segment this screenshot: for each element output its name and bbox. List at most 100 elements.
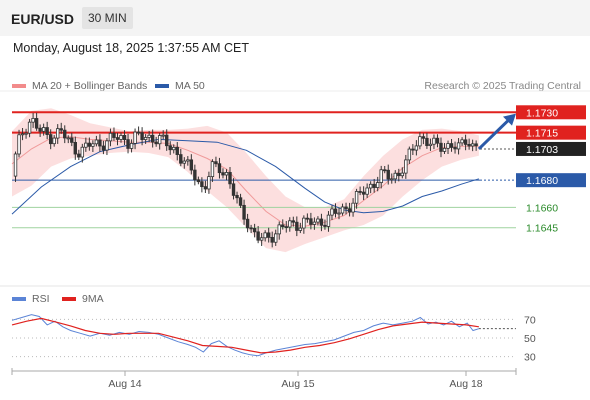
legend-ma20: MA 20 + Bollinger Bands	[12, 80, 147, 92]
x-tick-label: Aug 15	[281, 378, 314, 390]
rsi-9ma-line	[11, 317, 479, 354]
forecast-arrow	[477, 117, 512, 151]
candle	[288, 220, 292, 228]
candle	[397, 172, 401, 177]
candle	[460, 139, 464, 144]
candle	[421, 136, 426, 139]
candle	[182, 160, 186, 164]
candle	[281, 224, 285, 228]
candle	[41, 127, 46, 132]
candle	[231, 183, 236, 196]
candle	[386, 169, 390, 180]
candle	[165, 134, 169, 147]
candle	[20, 133, 25, 136]
candle	[161, 134, 165, 137]
candle	[372, 183, 376, 188]
candle	[390, 178, 394, 181]
candle	[210, 161, 215, 178]
ma50-line	[11, 138, 480, 215]
candle	[172, 146, 176, 151]
rsi-tick-50: 50	[524, 333, 536, 345]
candle	[383, 169, 387, 172]
legend-9ma-label: 9MA	[82, 293, 104, 305]
level-label-1.1730: 1.1730	[526, 107, 558, 119]
candle	[432, 137, 436, 145]
candle	[337, 212, 341, 215]
candle	[34, 118, 39, 129]
candle	[453, 147, 457, 150]
candle	[442, 147, 447, 152]
candle	[207, 176, 211, 190]
candle	[48, 134, 53, 145]
candle	[13, 153, 18, 177]
candle	[179, 154, 183, 164]
ma50-swatch	[155, 84, 169, 88]
ma9-swatch	[62, 297, 76, 301]
candle	[274, 233, 278, 243]
candle	[59, 128, 63, 131]
candle	[284, 226, 288, 229]
symbol-label: EUR/USD	[11, 11, 75, 27]
candle	[242, 204, 246, 220]
legend-ma50-label: MA 50	[175, 80, 205, 92]
candle	[224, 172, 229, 176]
candle	[404, 159, 408, 174]
candle	[400, 172, 405, 177]
level-label-1.1703: 1.1703	[526, 144, 558, 156]
candle	[456, 142, 461, 150]
candle	[291, 220, 296, 223]
candle	[27, 121, 32, 134]
level-label-1.1715: 1.1715	[526, 128, 558, 140]
candle	[393, 172, 397, 180]
level-label-1.1680: 1.1680	[526, 175, 558, 187]
candle	[316, 218, 320, 223]
candle	[221, 172, 225, 176]
candle	[259, 237, 264, 241]
rsi-tick-30: 30	[524, 352, 536, 364]
candle	[228, 172, 232, 185]
candle	[305, 217, 310, 220]
candle	[154, 141, 158, 145]
candle	[312, 221, 317, 225]
candle	[189, 159, 194, 171]
level-label-1.1645: 1.1645	[526, 223, 558, 235]
candle	[425, 137, 429, 146]
rsi-line	[11, 314, 480, 357]
candle	[418, 136, 422, 147]
candle	[340, 206, 345, 214]
legend-9ma: 9MA	[62, 293, 104, 305]
candle	[66, 137, 70, 140]
candle	[63, 129, 67, 139]
ma20-swatch	[12, 84, 26, 88]
candle	[439, 142, 443, 152]
candle	[249, 227, 253, 230]
candle	[98, 139, 102, 147]
candle	[446, 143, 450, 149]
level-box-1.1730	[516, 105, 586, 120]
candle	[147, 134, 151, 138]
header-bar: EUR/USD 30 MIN	[0, 0, 590, 36]
candle	[157, 135, 162, 145]
candle	[295, 221, 299, 231]
candle	[122, 135, 127, 141]
candle	[266, 232, 271, 238]
candle	[449, 143, 454, 148]
candle	[38, 127, 42, 132]
candle	[105, 140, 109, 151]
level-box-1.1715	[516, 125, 586, 140]
candles	[13, 112, 478, 248]
candle	[407, 148, 412, 161]
candle	[129, 143, 134, 149]
candle	[379, 169, 383, 183]
candle	[150, 134, 155, 143]
chart-datetime: Monday, August 18, 2025 1:37:55 AM CET	[13, 41, 250, 55]
candle	[365, 187, 369, 195]
candle	[330, 208, 334, 216]
interval-button[interactable]: 30 MIN	[82, 7, 133, 29]
candle	[309, 218, 313, 225]
candle	[326, 214, 331, 227]
candle	[200, 181, 204, 188]
candle	[87, 142, 92, 147]
candle	[263, 232, 267, 239]
